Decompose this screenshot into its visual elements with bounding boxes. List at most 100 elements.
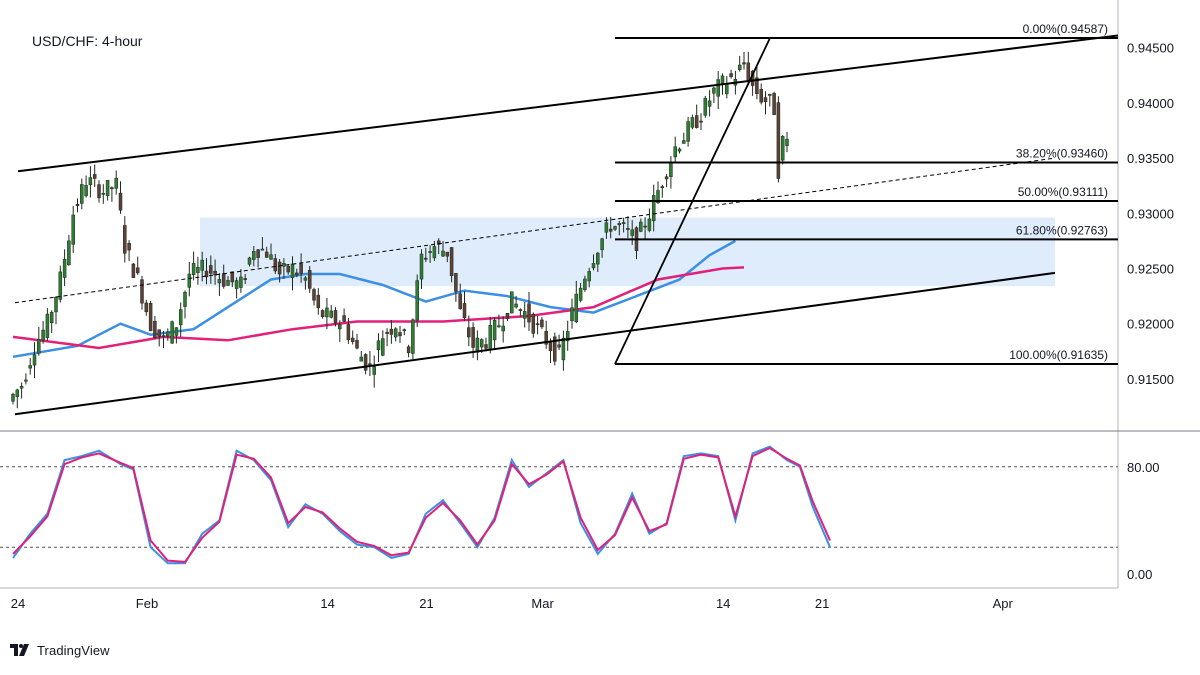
- candle: [166, 328, 170, 341]
- candle-body: [725, 83, 729, 95]
- candle: [458, 283, 462, 310]
- candle: [144, 299, 149, 316]
- chart-grid: [0, 0, 1200, 589]
- candle-body: [548, 342, 553, 352]
- candle-body: [260, 248, 265, 251]
- candle: [677, 147, 682, 154]
- candle-body: [419, 253, 424, 280]
- candle-body: [127, 242, 131, 251]
- candle: [626, 216, 630, 239]
- stoch-tick-label: 80.00: [1127, 460, 1160, 475]
- candle-body: [570, 307, 574, 321]
- candle: [105, 180, 110, 201]
- candle: [424, 247, 428, 263]
- candle-body: [355, 340, 359, 349]
- candle: [518, 308, 523, 317]
- candle-body: [24, 379, 28, 382]
- candle-body: [333, 310, 338, 324]
- candle: [600, 237, 604, 258]
- candle-body: [161, 335, 166, 337]
- candle: [707, 90, 712, 117]
- candle-body: [462, 303, 467, 319]
- candle-body: [664, 176, 669, 180]
- candle-body: [492, 320, 497, 341]
- candle: [742, 52, 746, 70]
- candle: [565, 320, 570, 351]
- candle: [587, 267, 591, 288]
- candle: [114, 170, 118, 195]
- candle: [204, 258, 209, 285]
- brand-footer[interactable]: TradingView: [10, 640, 110, 660]
- candle: [264, 246, 269, 258]
- candle: [88, 166, 93, 198]
- candle-body: [346, 324, 351, 340]
- candle: [544, 320, 548, 349]
- candle-body: [596, 252, 600, 265]
- candle: [669, 156, 673, 189]
- channel-lines: [14, 34, 1119, 416]
- candle: [402, 328, 407, 336]
- candle: [389, 320, 394, 344]
- candle: [234, 277, 239, 299]
- candle-body: [385, 331, 389, 334]
- candle-body: [213, 270, 217, 276]
- candle-body: [424, 257, 428, 260]
- candle-body: [277, 261, 282, 275]
- candle: [333, 307, 338, 327]
- time-tick-label: 14: [320, 596, 334, 611]
- candle-body: [123, 225, 127, 254]
- candle-body: [587, 271, 591, 282]
- candle-body: [432, 246, 437, 259]
- candle-body: [239, 276, 243, 288]
- candle: [230, 271, 235, 288]
- candle: [639, 218, 643, 233]
- candle: [467, 315, 471, 347]
- candle-body: [561, 337, 566, 361]
- candle: [630, 220, 634, 245]
- fib-level-label: 61.80%(0.92763): [1016, 223, 1108, 237]
- candle: [583, 275, 587, 292]
- candle-body: [372, 366, 376, 375]
- candle-body: [411, 319, 415, 354]
- candle: [368, 350, 372, 377]
- candle-body: [183, 291, 187, 307]
- candle: [428, 245, 432, 263]
- candle-body: [613, 226, 617, 230]
- candle-body: [647, 218, 652, 231]
- candle: [411, 318, 415, 359]
- candle: [703, 95, 708, 118]
- candle: [24, 373, 28, 385]
- candle-body: [651, 195, 656, 222]
- candle: [578, 283, 583, 303]
- candle: [398, 325, 402, 343]
- candle-body: [41, 329, 45, 341]
- candle: [252, 246, 256, 267]
- candle: [651, 184, 656, 232]
- candle-body: [92, 174, 97, 179]
- candle: [415, 274, 419, 327]
- candle-body: [643, 225, 647, 228]
- candle: [664, 174, 669, 188]
- price-tick-label: 0.92000: [1127, 317, 1174, 332]
- candle: [694, 104, 699, 129]
- candle: [325, 297, 329, 330]
- candle: [501, 316, 505, 343]
- candle-body: [617, 223, 622, 226]
- candle-body: [325, 307, 329, 318]
- candle-body: [712, 87, 716, 94]
- channel-mid-line: [14, 157, 1056, 304]
- candle-body: [510, 291, 514, 314]
- ma-fast-line: [12, 239, 737, 359]
- candle: [97, 180, 101, 203]
- price-tick-label: 0.93000: [1127, 206, 1174, 221]
- candle-body: [338, 324, 342, 330]
- candle-body: [101, 193, 106, 195]
- candle-body: [282, 263, 286, 267]
- candle: [37, 326, 41, 356]
- stoch-tick-label: 0.00: [1127, 567, 1152, 582]
- candle: [441, 240, 445, 257]
- candle-body: [200, 259, 204, 271]
- candle-body: [479, 339, 484, 348]
- candle-body: [118, 192, 123, 211]
- candle: [776, 96, 781, 183]
